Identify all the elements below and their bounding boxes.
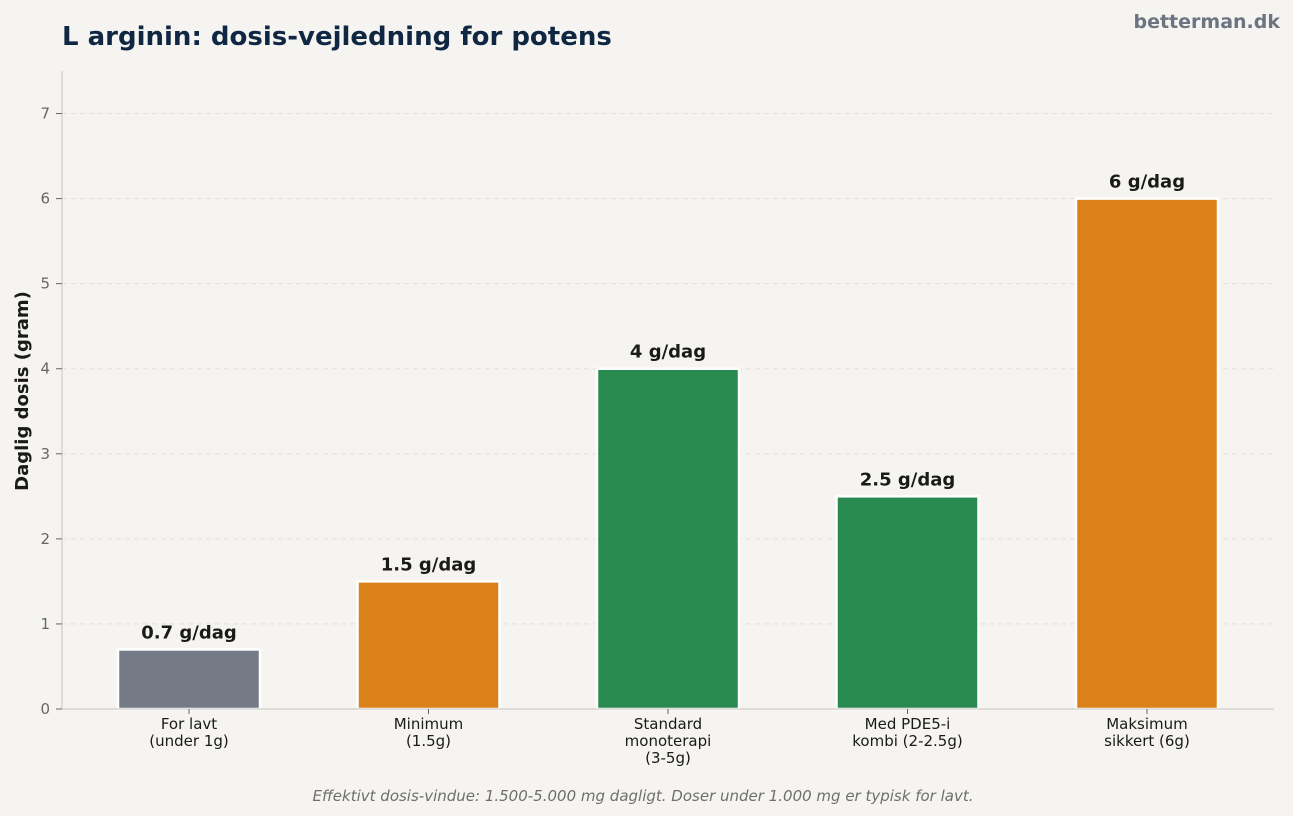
y-tick-label: 6 (40, 190, 50, 208)
x-tick-label: sikkert (6g) (1104, 732, 1190, 750)
x-axis-labels: For lavt(under 1g) Minimum(1.5g) Standardm… (149, 709, 1190, 767)
data-label: 6 g/dag (1109, 172, 1185, 193)
bars-group (116, 197, 1220, 711)
x-tick-label: Standard (634, 715, 702, 733)
x-tick-label: kombi (2-2.5g) (852, 732, 962, 750)
data-label: 2.5 g/dag (860, 469, 956, 490)
chart-title: L arginin: dosis-vejledning for potens (62, 22, 612, 52)
bar (1074, 197, 1220, 711)
y-tick-label: 4 (40, 360, 50, 378)
bar (116, 648, 262, 711)
data-label: 4 g/dag (630, 342, 706, 363)
x-tick-label: Med PDE5-i (865, 715, 951, 733)
data-labels: 0.7 g/dag 1.5 g/dag 4 g/dag 2.5 g/dag 6 g/da… (141, 172, 1185, 644)
x-tick-label: For lavt (161, 715, 217, 733)
x-tick-label: (under 1g) (149, 732, 228, 750)
y-axis-label: Daglig dosis (gram) (12, 291, 33, 491)
bar (595, 367, 741, 711)
y-tick-label: 0 (40, 700, 50, 718)
y-tick-label: 2 (40, 530, 50, 548)
y-tick-label: 5 (40, 275, 50, 293)
x-tick-label: monoterapi (625, 732, 712, 750)
x-tick-label: (3-5g) (645, 749, 691, 767)
data-label: 0.7 g/dag (141, 622, 237, 643)
y-tick-label: 1 (40, 615, 50, 633)
bar (835, 495, 980, 711)
x-tick-label: Minimum (394, 715, 464, 733)
brand-watermark: betterman.dk (1133, 11, 1280, 33)
y-tick-label: 7 (40, 105, 50, 123)
footnote: Effektivt dosis-vindue: 1.500-5.000 mg d… (313, 787, 974, 805)
data-label: 1.5 g/dag (381, 554, 477, 575)
y-tick-label: 3 (40, 445, 50, 463)
x-tick-label: Maksimum (1106, 715, 1188, 733)
bar (356, 580, 501, 711)
x-tick-label: (1.5g) (406, 732, 451, 750)
y-axis-ticks: 0 1 2 3 4 5 6 7 (40, 105, 62, 718)
